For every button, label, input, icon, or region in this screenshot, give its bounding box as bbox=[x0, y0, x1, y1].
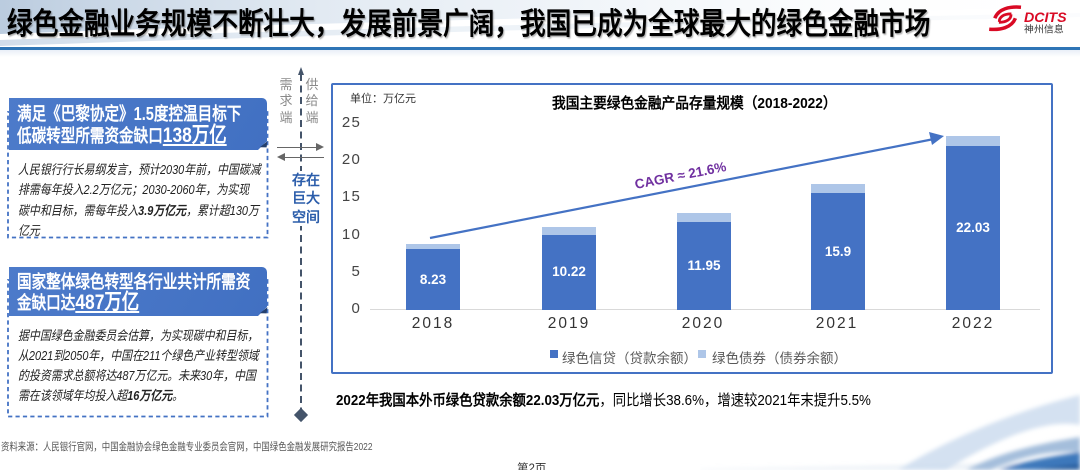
svg-text:神州信息: 神州信息 bbox=[1024, 23, 1064, 36]
svg-text:DCITS: DCITS bbox=[1024, 10, 1067, 26]
